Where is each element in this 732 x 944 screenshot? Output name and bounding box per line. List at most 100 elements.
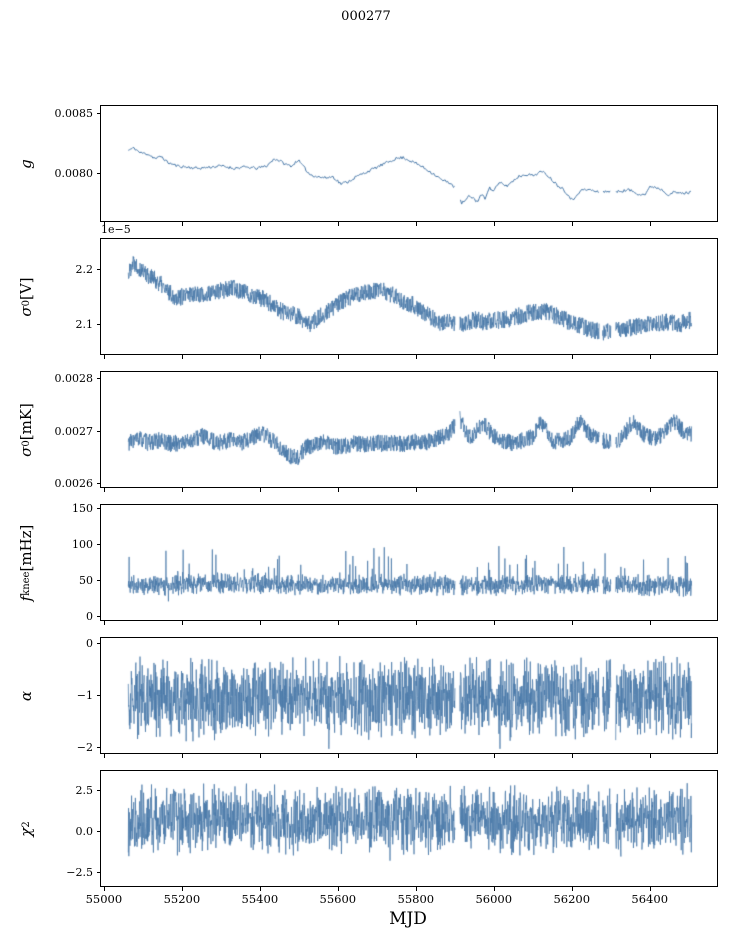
- y-tick-mark: [97, 112, 101, 114]
- y-tick-label: 0.0027: [54, 424, 94, 438]
- y-tick-label: 2.1: [75, 317, 94, 331]
- x-tick-mark: [572, 488, 574, 492]
- x-axis-tick-label: 55400: [241, 892, 279, 906]
- x-tick-mark: [104, 355, 106, 359]
- x-tick-mark: [260, 621, 262, 625]
- x-tick-mark: [650, 222, 652, 226]
- y-tick-mark: [97, 872, 101, 874]
- x-tick-mark: [104, 754, 106, 758]
- y-tick-mark: [97, 642, 101, 644]
- y-tick-mark: [97, 579, 101, 581]
- panel-chi2: χ 2 2.5 0.0 −2.5: [17, 770, 718, 891]
- x-tick-mark: [260, 887, 262, 891]
- x-tick-mark: [572, 887, 574, 891]
- x-axis-tick-label: 56200: [553, 892, 591, 906]
- plot-canvas-sigma0-mk: [101, 372, 717, 487]
- x-tick-mark: [104, 887, 106, 891]
- x-tick-mark: [650, 488, 652, 492]
- x-tick-mark: [104, 621, 106, 625]
- x-tick-mark: [182, 222, 184, 226]
- y-tick-label: 150: [72, 502, 93, 516]
- x-tick-mark: [416, 621, 418, 625]
- x-tick-mark: [650, 621, 652, 625]
- plot-canvas-sigma0-v: [101, 239, 717, 354]
- y-tick-label: 0: [86, 636, 93, 650]
- x-axis-tick-label: 55800: [397, 892, 435, 906]
- x-tick-mark: [338, 754, 340, 758]
- y-tick-mark: [97, 377, 101, 379]
- x-tick-mark: [416, 355, 418, 359]
- panel-g: g 0.0085 0.0080: [17, 105, 718, 226]
- y-tick-mark: [97, 747, 101, 749]
- y-tick-label: 2.5: [75, 784, 94, 798]
- x-tick-mark: [572, 621, 574, 625]
- x-tick-mark: [494, 887, 496, 891]
- x-tick-mark: [494, 355, 496, 359]
- x-axis-tick-label: 55600: [319, 892, 357, 906]
- x-tick-mark: [260, 355, 262, 359]
- y-axis-label: α: [17, 690, 35, 701]
- y-tick-label: 0: [86, 609, 93, 623]
- x-tick-mark: [416, 887, 418, 891]
- plot-canvas-chi2: [101, 771, 717, 886]
- y-tick-mark: [97, 831, 101, 833]
- x-tick-mark: [494, 222, 496, 226]
- x-tick-mark: [182, 621, 184, 625]
- plot-canvas-fknee: [101, 505, 717, 620]
- y-tick-mark: [97, 483, 101, 485]
- y-tick-mark: [97, 508, 101, 510]
- x-tick-mark: [416, 488, 418, 492]
- y-tick-label: 0.0085: [54, 106, 94, 120]
- y-tick-mark: [97, 430, 101, 432]
- y-tick-mark: [97, 323, 101, 325]
- x-axis-tick-label: 55200: [163, 892, 201, 906]
- x-tick-mark: [338, 621, 340, 625]
- x-tick-mark: [494, 488, 496, 492]
- x-tick-mark: [338, 222, 340, 226]
- x-tick-mark: [572, 222, 574, 226]
- y-tick-label: −2: [76, 741, 93, 755]
- y-tick-label: −1: [76, 689, 93, 702]
- x-tick-mark: [338, 488, 340, 492]
- y-tick-label: 2.2: [75, 262, 94, 276]
- y-tick-label: 100: [72, 538, 93, 552]
- figure-title: 000277: [341, 9, 391, 24]
- x-tick-mark: [650, 887, 652, 891]
- x-tick-mark: [260, 488, 262, 492]
- plot-canvas-alpha: [101, 638, 717, 753]
- y-tick-mark: [97, 172, 101, 174]
- plot-canvas-g: [101, 106, 717, 221]
- x-tick-mark: [104, 488, 106, 492]
- y-tick-mark: [97, 268, 101, 270]
- panel-alpha: α 0 −1 −2: [17, 637, 718, 758]
- y-tick-label: 50: [79, 573, 93, 587]
- x-tick-mark: [572, 355, 574, 359]
- x-tick-mark: [650, 754, 652, 758]
- x-tick-mark: [416, 222, 418, 226]
- y-axis-label: g: [17, 158, 35, 169]
- x-tick-mark: [260, 222, 262, 226]
- x-tick-mark: [338, 355, 340, 359]
- x-axis-tick-label: 55000: [85, 892, 123, 906]
- axis-offset-text: 1e−5: [101, 223, 131, 236]
- y-tick-label: 0.0026: [54, 477, 94, 491]
- x-tick-mark: [182, 754, 184, 758]
- x-tick-mark: [260, 754, 262, 758]
- x-tick-mark: [104, 222, 106, 226]
- x-tick-mark: [572, 754, 574, 758]
- x-axis-tick-label: 56000: [475, 892, 513, 906]
- y-axis-label: f knee [mHz]: [17, 524, 35, 601]
- y-tick-mark: [97, 544, 101, 546]
- y-tick-mark: [97, 695, 101, 696]
- y-tick-mark: [97, 615, 101, 617]
- x-tick-mark: [494, 621, 496, 625]
- x-tick-mark: [416, 754, 418, 758]
- x-axis-tick-label: 56400: [631, 892, 669, 906]
- x-tick-mark: [182, 887, 184, 891]
